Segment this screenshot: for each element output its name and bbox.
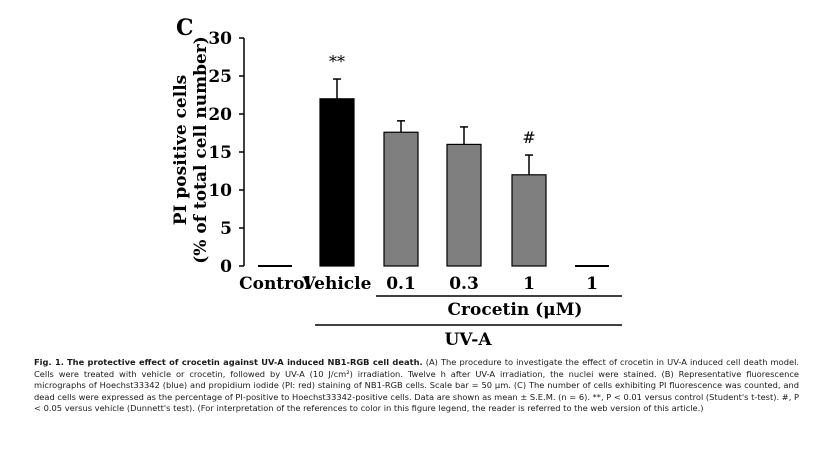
y-tick-label: 30 xyxy=(208,29,232,49)
bar xyxy=(446,143,482,267)
x-tick-label: 0.3 xyxy=(449,274,479,294)
y-axis-label-line2: (% of total cell number) xyxy=(191,36,211,264)
x-tick-label: 1 xyxy=(586,274,598,294)
y-axis-label-line1: PI positive cells xyxy=(171,75,191,226)
x-tick-label: 1 xyxy=(523,274,535,294)
significance-annotation: ** xyxy=(329,52,345,71)
y-ticks: 0 5 10 15 20 25 30 xyxy=(208,29,244,277)
y-tick-label: 15 xyxy=(208,143,232,163)
bar xyxy=(383,131,419,267)
caption-body: (A) The procedure to investigate the eff… xyxy=(34,357,800,414)
x-tick-label: Control xyxy=(239,274,311,294)
y-tick-label: 20 xyxy=(208,105,232,125)
bar xyxy=(319,98,355,267)
y-axis-label: PI positive cells (% of total cell numbe… xyxy=(171,36,211,264)
figure-caption: Fig. 1. The protective effect of croceti… xyxy=(34,357,799,415)
bars: ** # xyxy=(258,52,609,267)
y-tick-label: 10 xyxy=(208,181,232,201)
x-tick-label: Vehicle xyxy=(302,274,372,294)
y-tick-label: 0 xyxy=(220,257,232,277)
significance-annotation: # xyxy=(522,128,535,147)
x-tick-label: 0.1 xyxy=(386,274,416,294)
bar xyxy=(511,174,547,267)
panel-label: C xyxy=(176,15,194,41)
bar-chart-panel-c: C PI positive cells (% of total cell num… xyxy=(171,15,622,350)
y-tick-label: 25 xyxy=(208,67,232,87)
caption-bold-text: The protective effect of crocetin agains… xyxy=(67,357,423,367)
caption-title: Fig. 1. xyxy=(34,357,64,367)
crocetin-group-label: Crocetin (μM) xyxy=(448,300,583,320)
uva-group-label: UV-A xyxy=(444,330,492,350)
y-tick-label: 5 xyxy=(220,219,232,239)
chart-svg: C PI positive cells (% of total cell num… xyxy=(171,15,622,350)
